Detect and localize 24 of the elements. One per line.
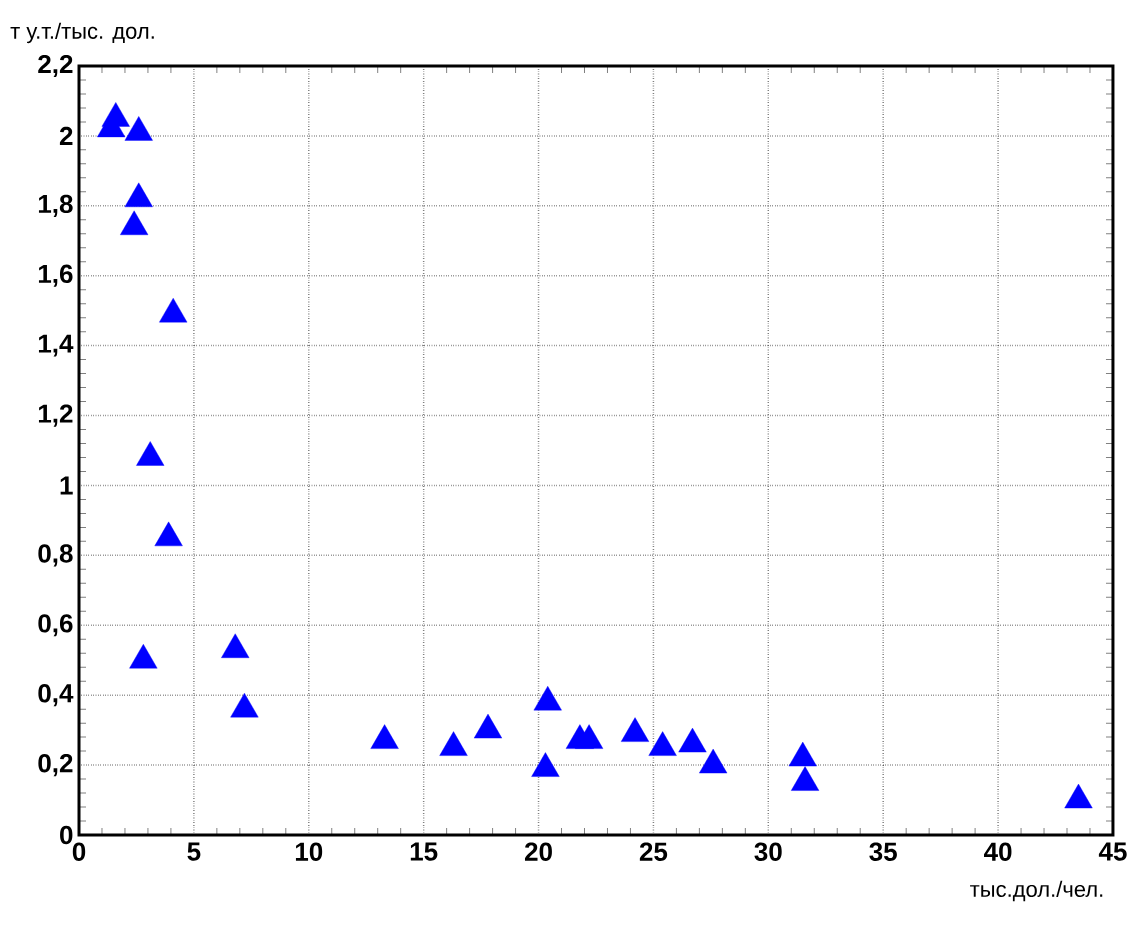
y-tick-label: 0,2: [38, 753, 73, 777]
x-tick-label: 35: [869, 842, 897, 861]
x-tick-label: 30: [754, 842, 782, 861]
y-axis-title: т у.т./тыс. дол.: [10, 22, 154, 44]
y-tick-label: 0,8: [38, 544, 73, 567]
y-tick-label: 2: [59, 126, 73, 145]
y-tick-label: 1,4: [38, 334, 74, 357]
x-axis-title: тыс.дол./чел.: [970, 880, 1103, 902]
y-tick-label: 1,2: [38, 404, 73, 427]
x-tick-label: 10: [295, 842, 323, 861]
y-tick-label: 1,6: [38, 264, 73, 287]
y-tick-label: 1: [60, 476, 73, 495]
y-tick-label: 0,6: [38, 614, 73, 637]
y-tick-label: 0,4: [38, 684, 74, 707]
x-tick-label: 15: [410, 842, 438, 861]
y-tick-label: 0: [60, 825, 73, 845]
y-tick-label: 2,2: [38, 54, 73, 78]
y-tick-label: 1,8: [38, 194, 73, 217]
x-tick-label: 45: [1098, 842, 1127, 861]
x-tick-label: 5: [187, 842, 201, 861]
x-tick-label: 40: [984, 842, 1012, 861]
x-tick-label: 25: [639, 842, 668, 861]
x-tick-label: 20: [524, 842, 552, 861]
x-tick-label: 0: [72, 842, 86, 861]
